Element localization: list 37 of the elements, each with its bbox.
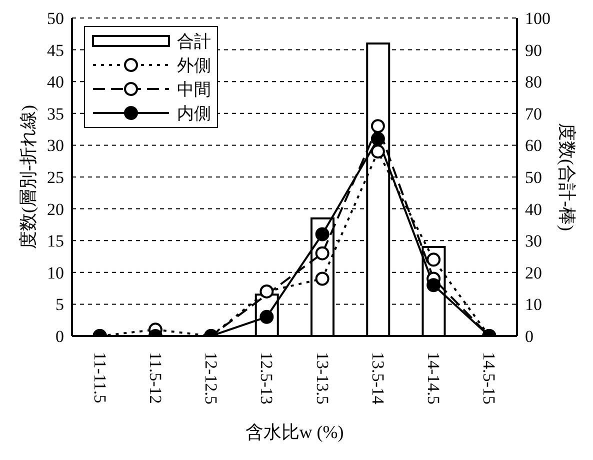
y-tick-label: 45 xyxy=(47,40,64,60)
legend-label: 外側 xyxy=(177,54,211,76)
y-tick-label: 50 xyxy=(47,9,64,28)
y2-tick-label: 100 xyxy=(525,9,550,28)
x-axis-title: 含水比w (%) xyxy=(245,422,344,442)
y2-tick-label: 40 xyxy=(525,200,542,219)
y-tick-label: 15 xyxy=(47,232,64,251)
x-tick-label: 11.5-12 xyxy=(146,352,165,404)
y-tick-label: 5 xyxy=(56,295,64,314)
legend-label: 中間 xyxy=(177,78,211,100)
x-tick-label: 13-13.5 xyxy=(312,352,332,404)
x-tick-label: 14-14.5 xyxy=(424,352,444,404)
y-tick-label: 35 xyxy=(47,104,64,124)
x-tick-label: 12-12.5 xyxy=(202,352,221,404)
y-tick-label: 10 xyxy=(47,263,64,282)
x-tick-label: 13.5-14 xyxy=(368,352,388,405)
y2-tick-label: 20 xyxy=(525,263,542,282)
legend-label: 内側 xyxy=(177,102,211,124)
y2-tick-label: 50 xyxy=(525,168,542,188)
y-tick-label: 0 xyxy=(56,327,64,346)
y2-tick-label: 10 xyxy=(525,295,542,314)
y-axis-title: 度数(層別-折れ線) xyxy=(18,105,38,249)
y-tick-label: 40 xyxy=(47,72,64,92)
x-tick-label: 12.5-13 xyxy=(257,352,276,404)
y2-tick-label: 80 xyxy=(525,72,542,92)
y2-axis-title: 度数(合計-棒) xyxy=(557,123,577,231)
y-tick-label: 25 xyxy=(47,168,64,188)
x-tick-label: 11-11.5 xyxy=(90,352,110,404)
y2-tick-label: 60 xyxy=(525,136,542,156)
y-tick-label: 30 xyxy=(47,136,64,156)
y2-tick-label: 30 xyxy=(525,232,542,251)
y2-tick-label: 0 xyxy=(525,327,534,346)
y2-tick-label: 70 xyxy=(525,104,542,124)
x-tick-label: 14.5-15 xyxy=(480,352,499,404)
legend-label: 合計 xyxy=(177,30,211,52)
y2-tick-label: 90 xyxy=(525,40,542,60)
y-tick-label: 20 xyxy=(47,200,64,219)
